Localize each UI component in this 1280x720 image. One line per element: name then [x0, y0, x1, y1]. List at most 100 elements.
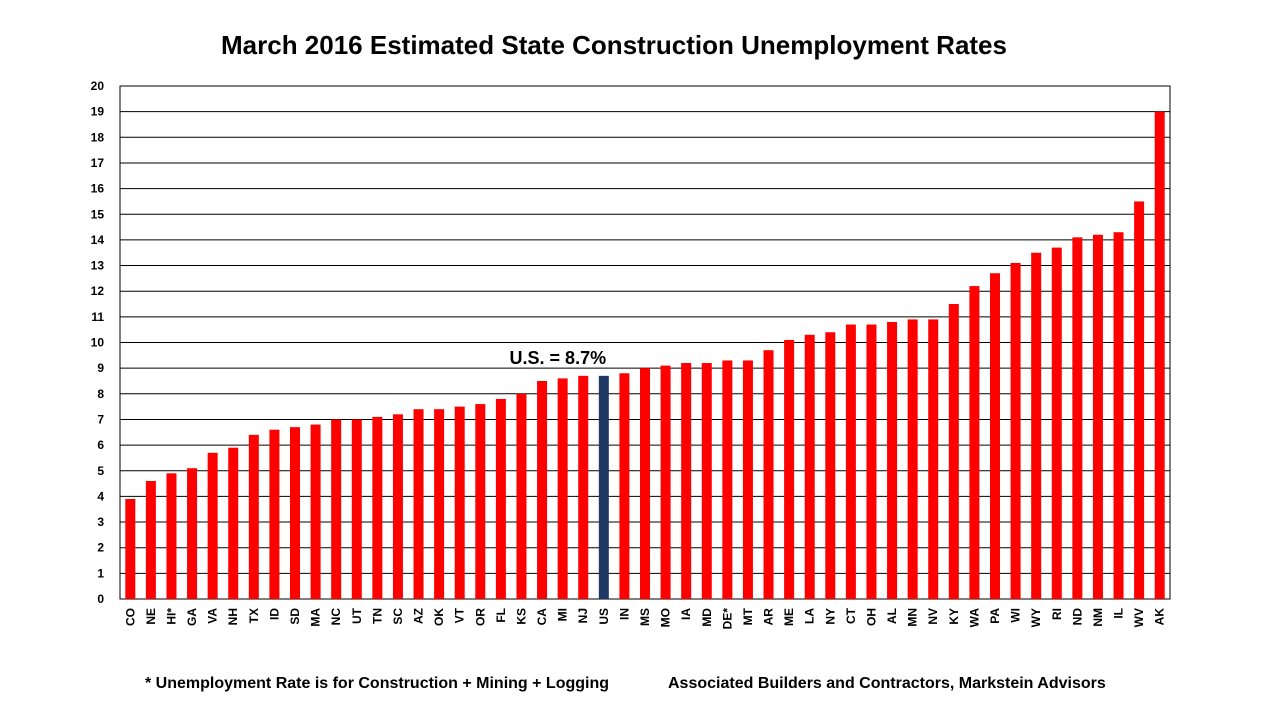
y-tick-label: 11	[91, 310, 104, 324]
x-tick-label: PA	[988, 608, 1002, 624]
x-tick-label: NM	[1091, 608, 1105, 627]
bar	[290, 427, 300, 599]
x-tick-label: CO	[123, 608, 137, 626]
x-tick-label: VT	[453, 607, 467, 623]
y-tick-label: 12	[91, 284, 105, 298]
x-tick-label: DE*	[720, 608, 734, 630]
x-tick-label: NV	[926, 608, 940, 625]
x-tick-label: ME	[782, 608, 796, 626]
x-tick-label: OH	[864, 608, 878, 626]
y-tick-label: 0	[97, 592, 104, 606]
bar	[351, 419, 362, 599]
bar	[516, 393, 527, 599]
x-tick-label: ND	[1070, 608, 1084, 626]
bar	[392, 414, 403, 599]
x-tick-label: VA	[206, 608, 220, 624]
bar	[434, 409, 445, 599]
x-tick-label: MI	[556, 608, 570, 621]
y-tick-label: 1	[97, 566, 104, 580]
bar	[248, 434, 259, 599]
x-tick-label: IA	[679, 608, 693, 620]
x-tick-label: TX	[247, 608, 261, 623]
x-tick-label: GA	[185, 608, 199, 626]
x-tick-label: MO	[659, 608, 673, 627]
bar	[701, 363, 712, 599]
bar	[990, 273, 1000, 599]
x-tick-label: ID	[267, 608, 281, 620]
bar	[1031, 252, 1042, 599]
x-tick-label: KS	[514, 608, 528, 625]
x-tick-label: FL	[494, 608, 508, 623]
bar	[722, 360, 733, 599]
bar	[866, 324, 877, 599]
bar	[125, 498, 136, 599]
bar	[228, 447, 239, 599]
bar	[928, 319, 939, 599]
bar	[331, 419, 342, 599]
bar	[207, 452, 218, 599]
bar	[640, 368, 650, 599]
bar	[969, 286, 980, 599]
x-tick-label: SC	[391, 608, 405, 625]
y-tick-label: 13	[91, 259, 105, 273]
bar	[804, 334, 815, 599]
y-tick-label: 19	[91, 105, 105, 119]
us-annotation: U.S. = 8.7%	[510, 348, 607, 368]
bar	[681, 363, 692, 599]
x-tick-label: RI	[1050, 608, 1064, 620]
bar	[907, 319, 918, 599]
x-tick-label: IL	[1112, 608, 1126, 619]
bar	[578, 375, 589, 599]
x-tick-label: WA	[967, 608, 981, 628]
y-tick-label: 8	[97, 387, 104, 401]
x-tick-label: SD	[288, 608, 302, 625]
bar	[372, 416, 383, 599]
bar	[537, 380, 548, 599]
x-tick-label: IN	[617, 608, 631, 620]
x-tick-label: NE	[144, 608, 158, 625]
y-tick-label: 5	[97, 464, 104, 478]
bar	[887, 321, 898, 599]
x-tick-label: KY	[947, 608, 961, 625]
y-tick-label: 4	[97, 489, 104, 503]
bar	[784, 339, 795, 599]
bar	[1154, 111, 1165, 600]
x-tick-label: US	[597, 608, 611, 625]
bar	[1092, 234, 1103, 599]
x-tick-label: NJ	[576, 608, 590, 623]
bar	[187, 468, 198, 599]
bar-us	[598, 375, 609, 599]
bar	[475, 404, 486, 599]
y-tick-label: 18	[91, 130, 105, 144]
bar	[825, 332, 836, 599]
x-tick-label: WY	[1029, 608, 1043, 627]
bar	[660, 365, 671, 599]
bar	[619, 373, 630, 599]
x-tick-label: AR	[762, 608, 776, 626]
y-tick-label: 20	[91, 79, 105, 93]
bar	[1072, 237, 1083, 599]
y-tick-label: 7	[97, 412, 104, 426]
source-credit: Associated Builders and Contractors, Mar…	[668, 675, 1106, 692]
x-tick-label: OK	[432, 608, 446, 626]
x-tick-label: NY	[823, 608, 837, 625]
footnote-asterisk: * Unemployment Rate is for Construction …	[145, 675, 610, 692]
x-tick-label: WV	[1132, 608, 1146, 627]
y-tick-label: 2	[97, 541, 104, 555]
x-tick-label: OR	[473, 608, 487, 626]
bar	[742, 360, 753, 599]
x-tick-label: AL	[885, 608, 899, 624]
bar	[166, 473, 177, 599]
bar	[763, 350, 774, 599]
bar	[413, 409, 424, 599]
x-tick-label: MD	[700, 608, 714, 627]
x-tick-label: CT	[844, 607, 858, 624]
y-tick-label: 16	[91, 182, 105, 196]
x-tick-label: MT	[741, 607, 755, 625]
x-tick-label: AK	[1153, 608, 1167, 626]
bar	[269, 429, 280, 599]
x-tick-label: UT	[350, 607, 364, 624]
bar	[1134, 201, 1145, 600]
x-tick-label: NC	[329, 608, 343, 626]
